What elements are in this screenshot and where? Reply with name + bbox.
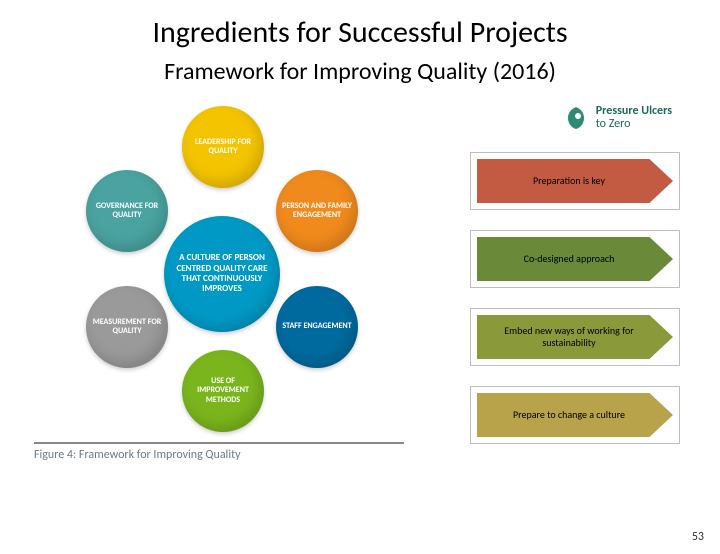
bubble-use: USE OF IMPROVEMENT METHODS [182, 350, 264, 432]
page-number: 53 [692, 530, 704, 544]
logo-text: Pressure Ulcers to Zero [596, 105, 672, 130]
center-bubble: A CULTURE OF PERSON CENTRED QUALITY CARE… [164, 216, 280, 332]
logo-icon [562, 104, 590, 132]
bubble-staff: STAFF ENGAGEMENT [276, 286, 358, 368]
arrow-item: Co-designed approach [470, 230, 680, 288]
arrow-label: Co-designed approach [477, 237, 673, 281]
arrow-item: Embed new ways of working for sustainabi… [470, 308, 680, 366]
arrow-item: Preparation is key [470, 152, 680, 210]
arrow-label: Embed new ways of working for sustainabi… [477, 315, 673, 359]
page-subtitle: Framework for Improving Quality (2016) [0, 57, 720, 86]
arrow-label: Prepare to change a culture [477, 393, 673, 437]
bubble-measurement: MEASUREMENT FOR QUALITY [86, 286, 168, 368]
content-area: A CULTURE OF PERSON CENTRED QUALITY CARE… [0, 98, 720, 518]
bubble-leadership: LEADERSHIP FOR QUALITY [182, 106, 264, 188]
diagram-caption: Figure 4: Framework for Improving Qualit… [34, 442, 404, 462]
bubble-person: PERSON AND FAMILY ENGAGEMENT [276, 170, 358, 252]
logo-line2: to Zero [596, 118, 672, 131]
pressure-ulcers-logo: Pressure Ulcers to Zero [562, 104, 672, 132]
arrow-list: Preparation is key Co-designed approach … [470, 152, 680, 444]
page-title: Ingredients for Successful Projects [0, 14, 720, 51]
arrow-item: Prepare to change a culture [470, 386, 680, 444]
bubble-governance: GOVERNANCE FOR QUALITY [86, 170, 168, 252]
framework-diagram: A CULTURE OF PERSON CENTRED QUALITY CARE… [30, 98, 410, 458]
arrow-label: Preparation is key [477, 159, 673, 203]
